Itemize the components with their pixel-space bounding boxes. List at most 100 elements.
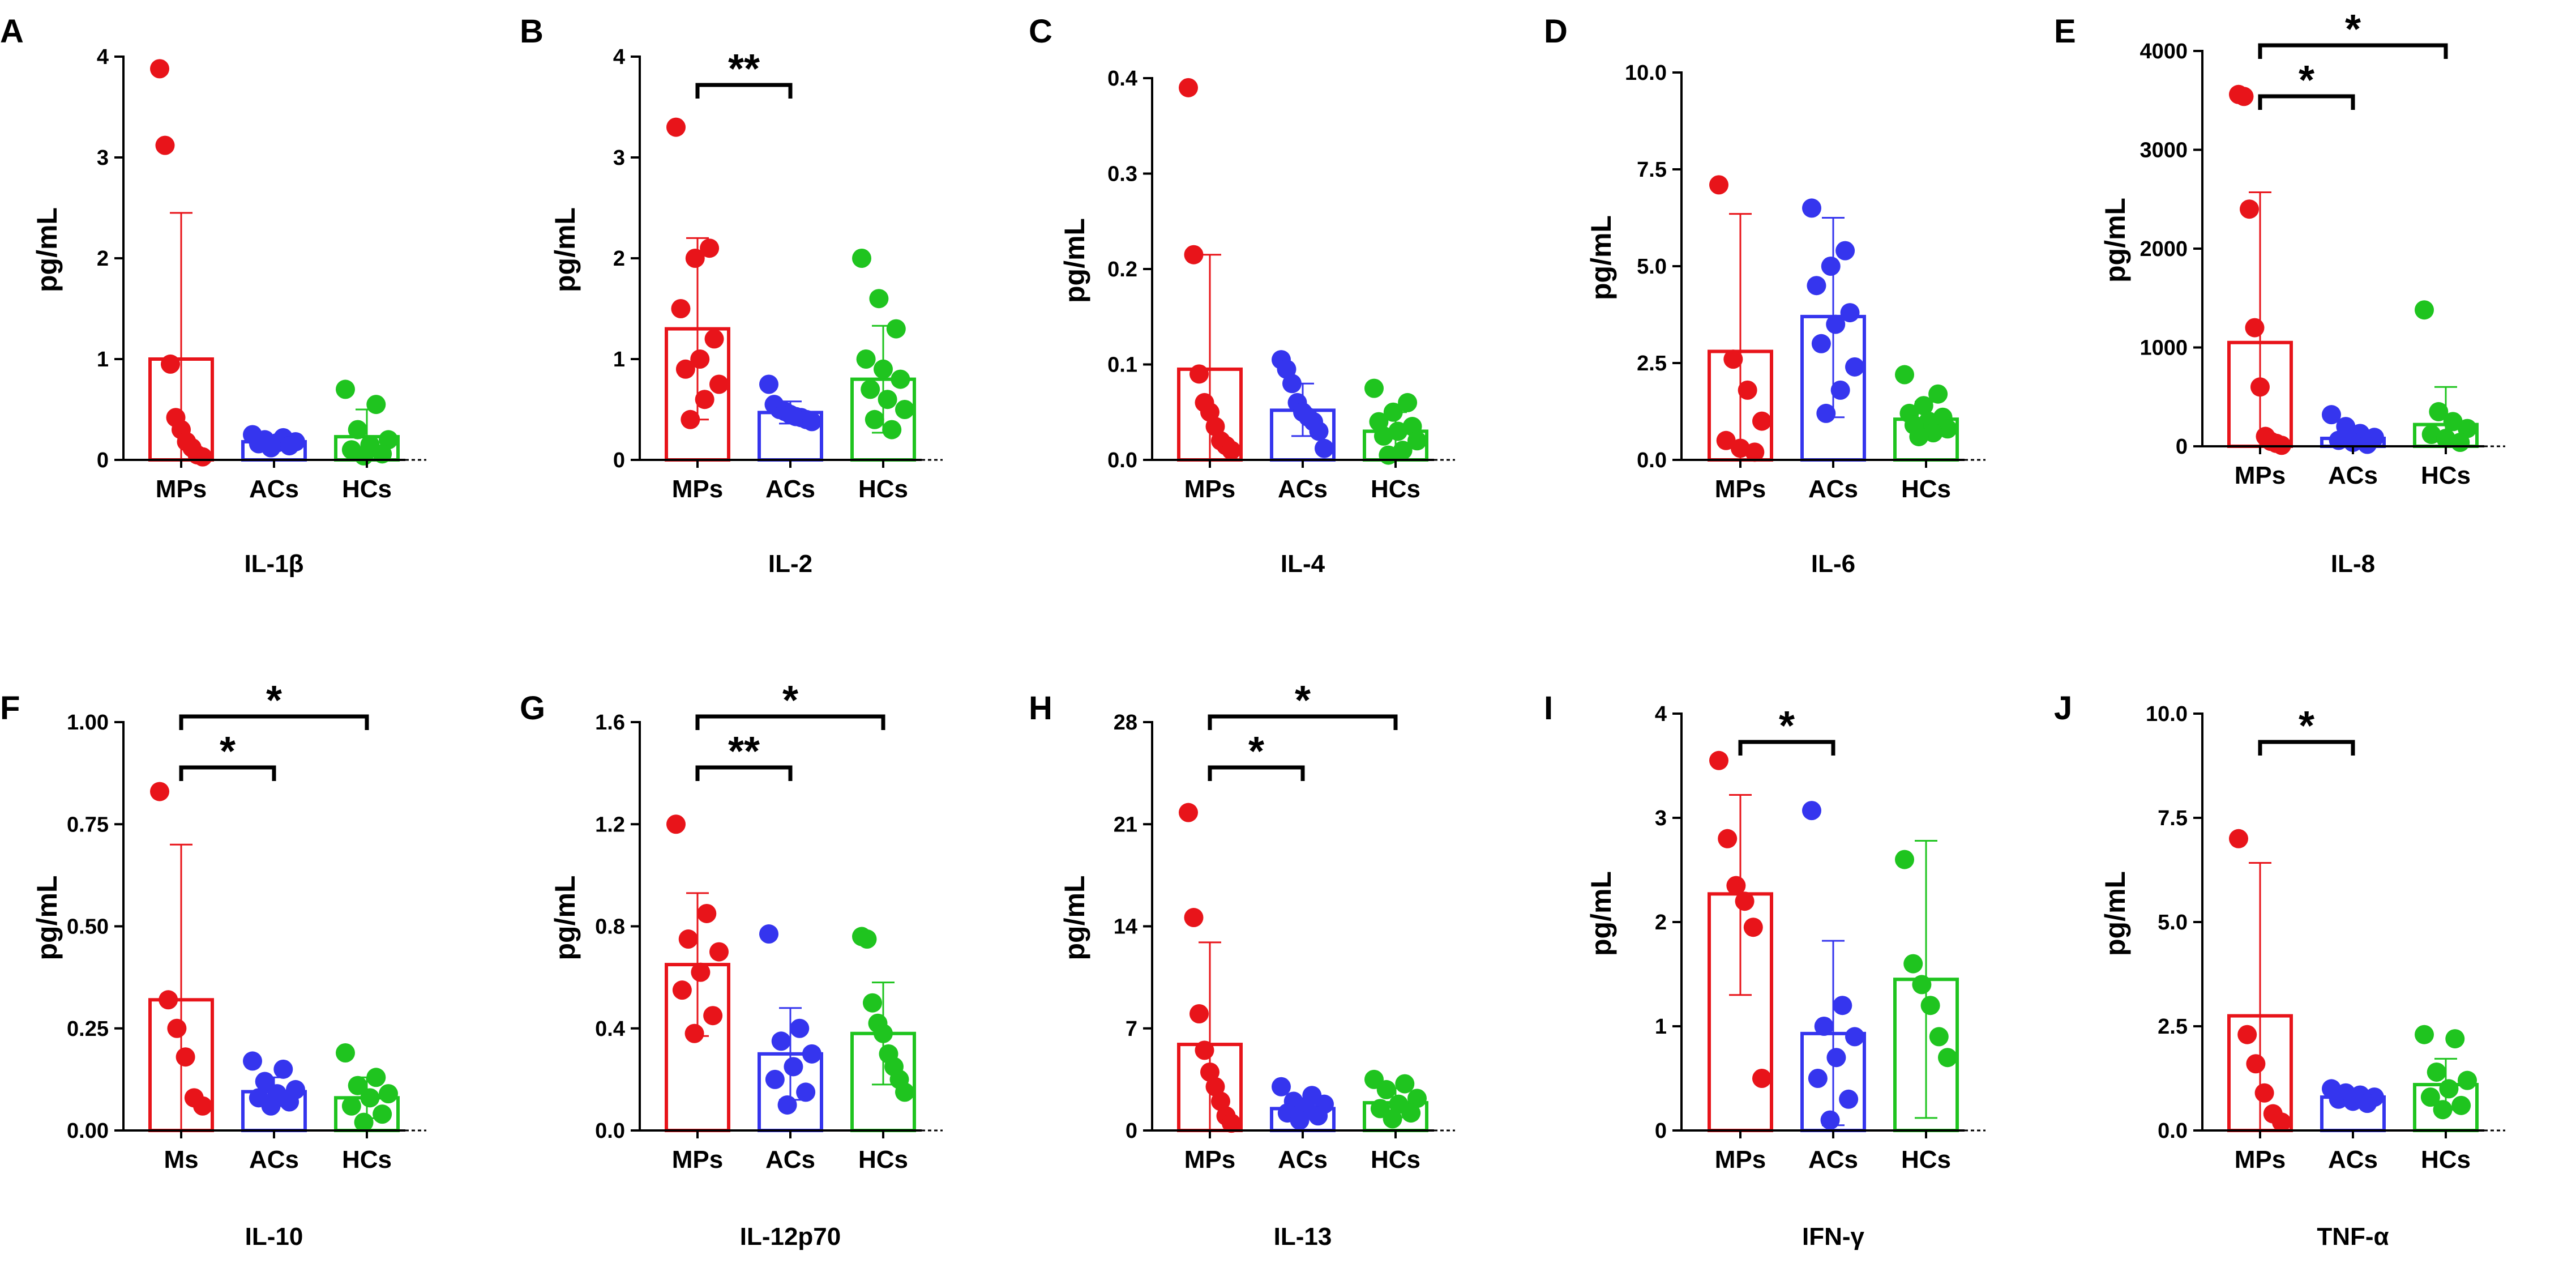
bracket-line bbox=[695, 765, 793, 781]
data-point bbox=[1205, 1077, 1225, 1096]
panel-letter: J bbox=[2054, 690, 2072, 727]
x-tick-label: HCs bbox=[1371, 475, 1420, 503]
x-tick-label: MPs bbox=[1715, 1146, 1766, 1174]
data-point bbox=[1938, 1048, 1957, 1068]
y-tick-label: 0 bbox=[2176, 435, 2188, 459]
panel-j: J 0.0 2.5 5.0 7.5 10.0 pg/mL MPs ACs HCs TNF-α * bbox=[2054, 690, 2505, 1251]
panel-f: F 0.00 0.25 0.50 0.75 1.00 pg/mL Ms ACs HCs IL-10 *… bbox=[0, 678, 426, 1251]
data-point bbox=[2343, 1091, 2363, 1111]
panel-letter: I bbox=[1544, 690, 1553, 727]
data-point bbox=[1373, 426, 1393, 446]
data-point bbox=[1376, 1079, 1396, 1099]
y-tick-label: 7.5 bbox=[2158, 807, 2188, 830]
data-point bbox=[1820, 1110, 1840, 1130]
y-tick-label: 1.2 bbox=[595, 813, 625, 837]
data-point bbox=[1743, 918, 1763, 937]
x-tick-label: ACs bbox=[2328, 1146, 2378, 1174]
data-point bbox=[861, 379, 880, 399]
data-point bbox=[691, 962, 711, 982]
y-tick-label: 2 bbox=[97, 247, 109, 271]
data-point bbox=[671, 299, 691, 318]
data-point bbox=[1726, 876, 1746, 895]
data-point bbox=[709, 374, 729, 394]
data-point bbox=[280, 1092, 299, 1112]
panel-letter: D bbox=[1544, 13, 1568, 50]
significance-bracket: * bbox=[695, 678, 885, 730]
panel-letter: E bbox=[2054, 13, 2076, 50]
data-point bbox=[869, 289, 889, 309]
x-axis-label: IL-10 bbox=[245, 1223, 303, 1251]
data-point bbox=[348, 1076, 367, 1095]
data-point bbox=[863, 993, 882, 1013]
data-point bbox=[874, 359, 893, 379]
data-point bbox=[150, 782, 169, 801]
data-point bbox=[1903, 954, 1923, 974]
series-hcs bbox=[850, 927, 916, 1132]
data-point bbox=[373, 1104, 392, 1124]
x-tick-label: MPs bbox=[672, 475, 723, 503]
data-point bbox=[150, 59, 169, 79]
data-point bbox=[1840, 303, 1860, 323]
series-mps bbox=[1708, 175, 1773, 462]
series-hcs bbox=[1893, 365, 1959, 462]
y-tick-label: 14 bbox=[1114, 915, 1137, 939]
data-point bbox=[336, 1043, 355, 1063]
x-tick-label: ACs bbox=[249, 1146, 299, 1174]
y-tick-label: 4 bbox=[1655, 702, 1667, 726]
data-point bbox=[176, 1047, 195, 1067]
series-mps bbox=[1708, 750, 1773, 1132]
data-point bbox=[155, 135, 175, 155]
y-tick-label: 1 bbox=[613, 348, 625, 372]
y-tick-label: 28 bbox=[1114, 711, 1137, 735]
series-mps bbox=[1177, 78, 1243, 462]
y-tick-label: 2000 bbox=[2139, 237, 2188, 261]
panel-letter: A bbox=[0, 13, 24, 50]
series-acs bbox=[1800, 801, 1866, 1132]
data-point bbox=[1383, 402, 1403, 422]
data-point bbox=[672, 980, 692, 1000]
y-tick-label: 3000 bbox=[2139, 139, 2188, 163]
y-axis-label: pg/mL bbox=[1059, 218, 1090, 303]
y-axis-label: pg/mL bbox=[549, 876, 581, 961]
data-point bbox=[1929, 1027, 1949, 1047]
data-point bbox=[341, 1096, 361, 1116]
data-point bbox=[1826, 1048, 1846, 1068]
x-tick-label: Ms bbox=[164, 1146, 198, 1174]
data-point bbox=[1709, 750, 1728, 770]
panel-i: I 0 1 2 3 4 pg/mL MPs ACs HCs IFN-γ * bbox=[1544, 690, 1986, 1251]
data-point bbox=[1752, 411, 1771, 431]
data-point bbox=[1845, 1027, 1864, 1047]
data-point bbox=[2272, 1112, 2291, 1132]
data-point bbox=[2245, 318, 2265, 338]
x-axis-label: IFN-γ bbox=[1802, 1223, 1865, 1251]
y-axis-label: pg/mL bbox=[1059, 876, 1090, 961]
data-point bbox=[1928, 384, 1948, 404]
data-point bbox=[1407, 1089, 1427, 1108]
data-point bbox=[1222, 1113, 1241, 1133]
bracket-line bbox=[179, 765, 276, 781]
x-axis-label: IL-13 bbox=[1274, 1223, 1332, 1251]
y-tick-label: 0.0 bbox=[1637, 449, 1667, 472]
data-point bbox=[895, 400, 914, 419]
y-tick-label: 1 bbox=[1655, 1015, 1667, 1039]
data-point bbox=[1909, 426, 1929, 446]
x-axis-label: IL-4 bbox=[1281, 550, 1325, 578]
data-point bbox=[700, 238, 720, 258]
data-point bbox=[666, 814, 686, 834]
data-point bbox=[895, 1082, 914, 1102]
y-tick-label: 2.5 bbox=[1637, 352, 1667, 376]
panel-h: H 0 7 14 21 28 pg/mL MPs ACs HCs IL-13 * * bbox=[1029, 678, 1455, 1251]
x-axis-label: TNF-α bbox=[2317, 1223, 2389, 1251]
data-point bbox=[2445, 1029, 2465, 1049]
y-tick-label: 4 bbox=[613, 45, 625, 69]
bracket-line bbox=[695, 83, 793, 99]
series-acs bbox=[241, 425, 307, 462]
data-point bbox=[886, 319, 906, 339]
y-tick-label: 1.6 bbox=[595, 711, 625, 735]
y-tick-label: 0.25 bbox=[67, 1017, 109, 1041]
x-tick-label: ACs bbox=[2328, 462, 2378, 489]
data-point bbox=[874, 1023, 893, 1043]
data-point bbox=[681, 409, 700, 429]
significance-marker: ** bbox=[728, 46, 760, 92]
